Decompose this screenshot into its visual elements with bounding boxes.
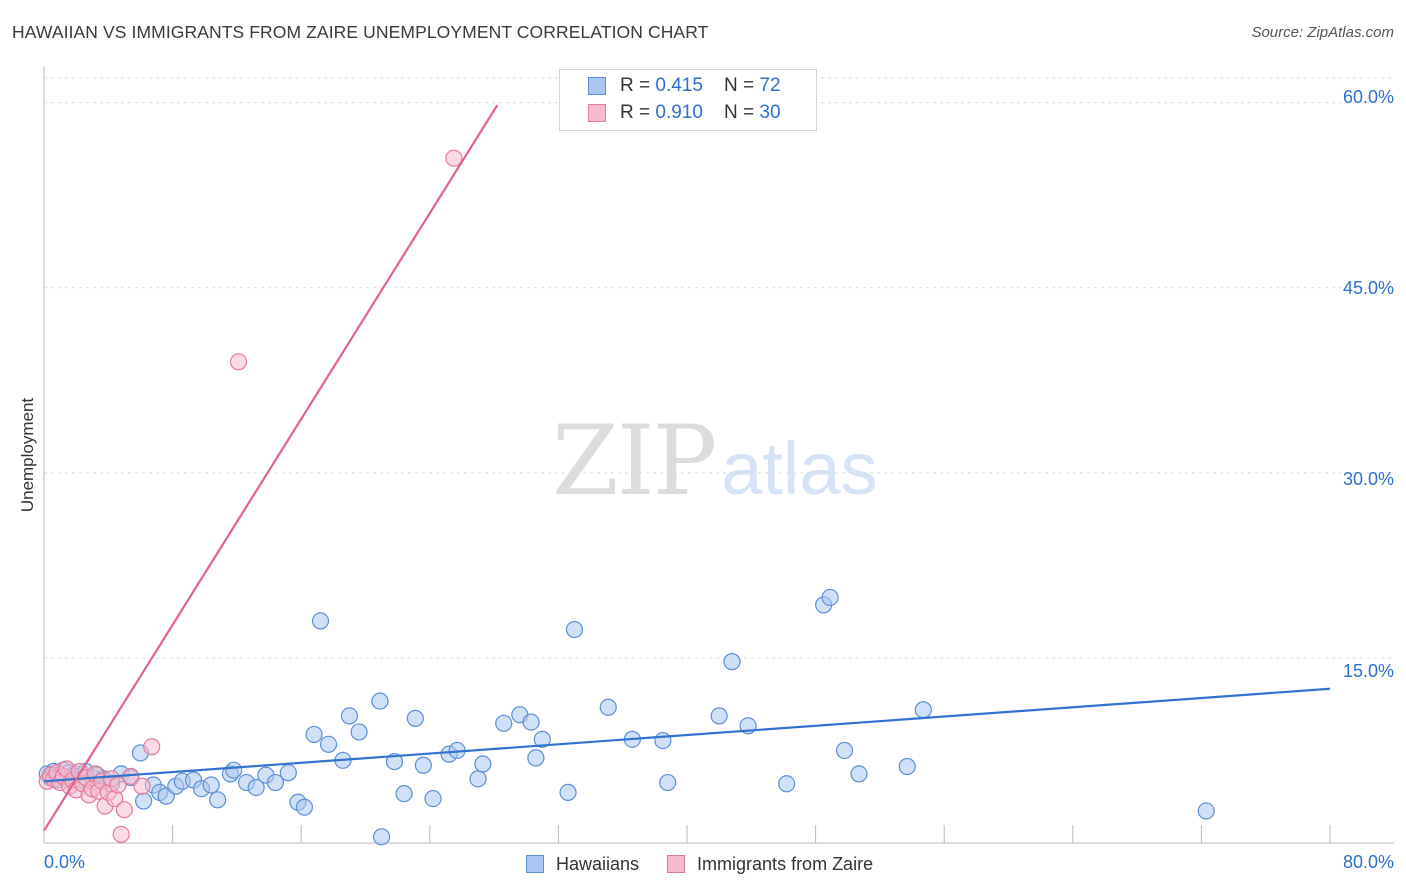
y-tick-label: 45.0% [1342, 278, 1394, 298]
hawaiians-point [723, 653, 741, 671]
hawaiians-point [1197, 802, 1215, 820]
hawaiians-point [266, 773, 285, 792]
zaire-point [133, 777, 151, 795]
hawaiians-legend-swatch [526, 855, 544, 873]
n-label: N = [724, 75, 760, 96]
zaire-point [445, 149, 463, 167]
hawaiians-point [247, 778, 265, 797]
r-value: 0.910 [655, 102, 703, 123]
hawaiians-point [533, 730, 551, 748]
hawaiians-point [710, 707, 728, 725]
watermark: ZIPatlas [552, 405, 878, 517]
zaire-point [112, 825, 130, 843]
stats-legend: R = 0.415 N = 72 R = 0.910 N = 30 [559, 69, 817, 131]
n-label: N = [724, 102, 760, 123]
hawaiians-point [599, 698, 617, 716]
series-legend: Hawaiians Immigrants from Zaire [526, 851, 901, 877]
hawaiians-point [305, 725, 323, 744]
legend-item-hawaiians: Hawaiians [526, 854, 639, 875]
hawaiians-point [385, 752, 404, 771]
hawaiians-point [850, 765, 868, 783]
legend-item-zaire: Immigrants from Zaire [667, 854, 873, 875]
y-tick-label: 30.0% [1342, 469, 1394, 489]
hawaiians-point [654, 731, 672, 750]
r-value: 0.415 [655, 75, 703, 96]
zaire-trend-line [43, 104, 499, 832]
hawaiians-point [295, 798, 314, 816]
legend-label-hawaiians: Hawaiians [556, 853, 640, 874]
hawaiians-point [209, 791, 227, 809]
zaire-swatch [588, 104, 606, 122]
zaire-point [229, 353, 248, 371]
zaire-legend-swatch [667, 855, 686, 873]
hawaiians-point [395, 785, 413, 803]
hawaiians-point [371, 692, 389, 710]
hawaiians-point [559, 783, 577, 802]
hawaiians-point [898, 757, 916, 776]
watermark-zip: ZIP [552, 405, 717, 517]
hawaiians-point [474, 755, 492, 773]
hawaiians-point [311, 612, 330, 630]
hawaiians-point [372, 828, 391, 846]
hawaiians-trend-line [43, 687, 1331, 783]
hawaiians-point [350, 723, 368, 741]
hawaiians-point [406, 709, 424, 727]
hawaiians-point [135, 792, 153, 810]
hawaiians-point [914, 701, 932, 719]
legend-label-zaire: Immigrants from Zaire [697, 853, 874, 874]
x-tick-label-max: 80.0% [1342, 852, 1394, 872]
hawaiians-point [202, 776, 220, 794]
hawaiians-point [659, 773, 677, 792]
source-label: Source: ZipAtlas.com [1251, 24, 1394, 41]
hawaiians-point [414, 756, 432, 774]
hawaiians-point [319, 735, 338, 753]
y-tick-label: 15.0% [1342, 661, 1394, 681]
hawaiians-point [495, 714, 513, 732]
chart-title: HAWAIIAN VS IMMIGRANTS FROM ZAIRE UNEMPL… [12, 22, 709, 42]
x-tick-label-min: 0.0% [44, 852, 86, 872]
hawaiians-point [565, 620, 584, 639]
n-value: 72 [759, 75, 781, 96]
r-label: R = [620, 75, 656, 96]
y-tick-label: 60.0% [1342, 87, 1394, 107]
hawaiians-point [527, 749, 545, 767]
hawaiians-point [469, 770, 487, 788]
zaire-point [143, 738, 161, 756]
watermark-atlas: atlas [721, 427, 878, 510]
hawaiians-point [821, 588, 839, 607]
hawaiians-point [778, 775, 796, 793]
hawaiians-point [424, 789, 442, 808]
hawaiians-point [522, 713, 540, 731]
hawaiians-point [225, 761, 243, 779]
hawaiians-swatch [588, 77, 606, 95]
hawaiians-point [340, 707, 359, 725]
n-value: 30 [759, 102, 781, 123]
hawaiians-point [279, 764, 297, 782]
r-label: R = [620, 102, 656, 123]
zaire-point [115, 801, 133, 819]
hawaiians-point [835, 741, 854, 760]
